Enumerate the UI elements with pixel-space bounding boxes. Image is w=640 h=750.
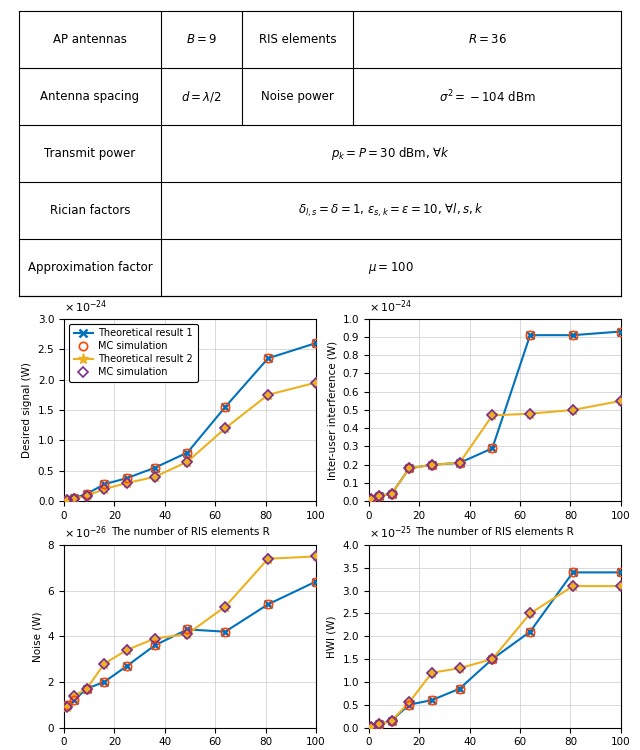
X-axis label: The number of RIS elements R: The number of RIS elements R <box>111 526 269 536</box>
Text: $\times\,10^{-24}$: $\times\,10^{-24}$ <box>64 298 108 315</box>
Text: $R = 36$: $R = 36$ <box>468 33 506 46</box>
Text: $\mu = 100$: $\mu = 100$ <box>368 260 413 276</box>
Y-axis label: HWI (W): HWI (W) <box>327 615 337 658</box>
Text: Noise power: Noise power <box>261 90 334 104</box>
Text: $\delta_{l,s} = \delta = 1$, $\varepsilon_{s,k} = \varepsilon = 10$, $\forall l,: $\delta_{l,s} = \delta = 1$, $\varepsilo… <box>298 202 483 220</box>
Text: Antenna spacing: Antenna spacing <box>40 90 140 104</box>
Text: $p_k = P = 30$ dBm, $\forall k$: $p_k = P = 30$ dBm, $\forall k$ <box>332 146 450 162</box>
Text: $B = 9$: $B = 9$ <box>186 33 217 46</box>
Text: $d = \lambda/2$: $d = \lambda/2$ <box>180 89 221 104</box>
Text: Transmit power: Transmit power <box>44 147 136 160</box>
Text: Approximation factor: Approximation factor <box>28 261 152 274</box>
X-axis label: The number of RIS elements R: The number of RIS elements R <box>415 526 574 536</box>
Y-axis label: Noise (W): Noise (W) <box>32 611 42 662</box>
Y-axis label: Inter-user interference (W): Inter-user interference (W) <box>327 340 337 479</box>
Text: $\times\,10^{-26}$: $\times\,10^{-26}$ <box>64 525 108 542</box>
Text: $\times\,10^{-24}$: $\times\,10^{-24}$ <box>369 298 412 315</box>
Legend: Theoretical result 1, MC simulation, Theoretical result 2, MC simulation: Theoretical result 1, MC simulation, The… <box>69 323 198 382</box>
Text: $\sigma^2 = -104$ dBm: $\sigma^2 = -104$ dBm <box>438 88 535 105</box>
Text: Rician factors: Rician factors <box>50 204 130 218</box>
Text: RIS elements: RIS elements <box>259 33 336 46</box>
Text: AP antennas: AP antennas <box>53 33 127 46</box>
Y-axis label: Desired signal (W): Desired signal (W) <box>22 362 32 458</box>
Text: $\times\,10^{-25}$: $\times\,10^{-25}$ <box>369 525 412 542</box>
